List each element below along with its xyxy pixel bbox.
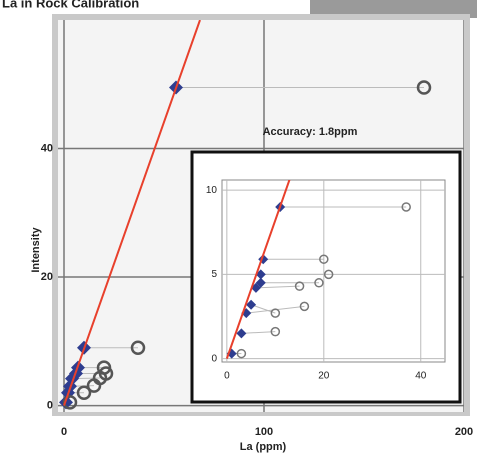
chart: La in Rock Calibration La (ppm) Intensit… [0,0,477,455]
chart-title: La in Rock Calibration [2,0,139,10]
y-tick-label: 40 [41,142,53,154]
y-axis-label: Intensity [30,227,42,273]
x-tick-label: 0 [61,426,67,438]
x-tick-label: 20 [318,371,330,382]
annotation: Accuracy: 1.8ppm [263,126,358,138]
y-tick-label: 5 [211,269,217,280]
y-tick-label: 0 [47,399,53,411]
page: {"chart_data": [ {"type": "scatter", "ti… [0,0,477,455]
x-tick-label: 200 [455,426,473,438]
x-axis-label: La (ppm) [240,441,287,453]
y-tick-label: 10 [206,185,218,196]
x-tick-label: 0 [224,371,230,382]
y-tick-label: 0 [211,353,217,364]
x-tick-label: 100 [255,426,273,438]
x-tick-label: 40 [415,371,427,382]
y-tick-label: 20 [41,271,53,283]
